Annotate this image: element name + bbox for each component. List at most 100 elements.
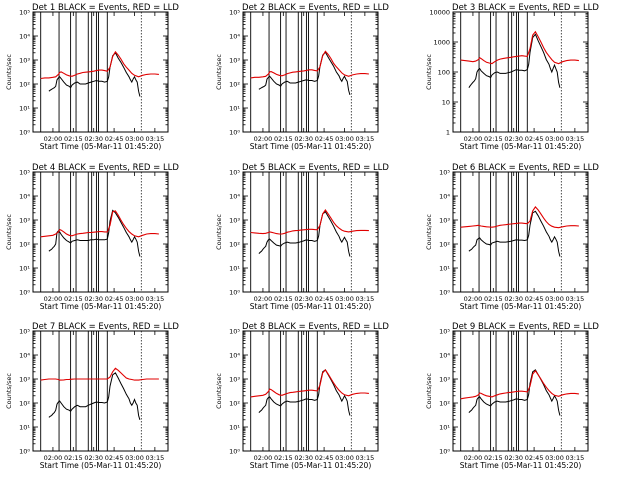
panel-title: Det 1 BLACK = Events, RED = LLD xyxy=(32,3,179,13)
x-tick-label: 02:15 xyxy=(274,454,293,462)
x-tick-label: 02:45 xyxy=(525,295,544,303)
detector-panel: 02:00 02:15 02:30 02:45 03:00 03:15 10⁰ 10¹ 10² 1… xyxy=(215,3,389,151)
events-series-line xyxy=(48,209,141,257)
events-series-line xyxy=(48,372,141,420)
y-tick-label: 10⁵ xyxy=(229,9,240,17)
plot-frame xyxy=(242,171,379,293)
x-tick-label: 02:45 xyxy=(105,454,124,462)
y-tick-label: 10² xyxy=(229,81,240,89)
x-tick-label: 03:00 xyxy=(125,454,144,462)
x-tick-label: 02:00 xyxy=(464,135,483,143)
x-tick-label: 03:15 xyxy=(355,295,374,303)
x-tick-label: 03:00 xyxy=(545,135,564,143)
x-tick-label: 02:15 xyxy=(64,295,83,303)
x-tick-label: 02:00 xyxy=(254,295,273,303)
x-axis-label: Start Time (05-Mar-11 01:45:20) xyxy=(40,142,162,151)
y-tick-label: 10³ xyxy=(19,376,30,384)
x-tick-label: 02:15 xyxy=(274,135,293,143)
detector-panel: 02:00 02:15 02:30 02:45 03:00 03:15 1 10 100 1000… xyxy=(425,3,599,151)
x-axis-label: Start Time (05-Mar-11 01:45:20) xyxy=(40,461,162,470)
y-tick-label: 10⁴ xyxy=(19,193,30,201)
y-tick-label: 10⁵ xyxy=(229,169,240,177)
x-tick-label: 02:45 xyxy=(315,454,334,462)
y-tick-label: 10⁴ xyxy=(229,193,240,201)
plot-frame xyxy=(32,11,169,133)
x-tick-label: 02:30 xyxy=(294,295,313,303)
panel-title: Det 5 BLACK = Events, RED = LLD xyxy=(242,163,389,173)
x-tick-label: 03:15 xyxy=(565,454,584,462)
y-tick-label: 10² xyxy=(439,400,450,408)
x-tick-label: 02:30 xyxy=(84,454,103,462)
detector-panel: 02:00 02:15 02:30 02:45 03:00 03:15 10⁰ 10¹ 10² 1… xyxy=(5,163,179,311)
events-series-line xyxy=(468,33,561,88)
lld-series-line xyxy=(250,369,369,398)
x-tick-label: 02:30 xyxy=(294,454,313,462)
plot-frame xyxy=(32,171,169,293)
x-tick-label: 03:15 xyxy=(355,454,374,462)
y-tick-label: 10¹ xyxy=(229,105,240,113)
y-tick-label: 10¹ xyxy=(229,424,240,432)
x-tick-label: 02:30 xyxy=(84,135,103,143)
y-tick-label: 10² xyxy=(229,400,240,408)
x-tick-label: 02:45 xyxy=(315,295,334,303)
panel-title: Det 4 BLACK = Events, RED = LLD xyxy=(32,163,179,173)
events-series-line xyxy=(468,369,561,416)
y-tick-label: 1000 xyxy=(433,39,450,47)
lld-series-line xyxy=(40,50,159,80)
y-tick-label: 10 xyxy=(442,99,450,107)
x-tick-label: 03:15 xyxy=(145,135,164,143)
lld-series-line xyxy=(460,369,579,400)
y-tick-label: 10⁴ xyxy=(19,352,30,360)
x-tick-label: 02:00 xyxy=(254,135,273,143)
y-tick-label: 10¹ xyxy=(229,265,240,273)
y-axis-label: Counts/sec xyxy=(215,214,223,250)
x-tick-label: 02:00 xyxy=(254,454,273,462)
y-tick-label: 10³ xyxy=(439,217,450,225)
y-tick-label: 10⁵ xyxy=(229,328,240,336)
x-tick-label: 02:45 xyxy=(105,135,124,143)
panel-title: Det 8 BLACK = Events, RED = LLD xyxy=(242,322,389,332)
panel-title: Det 9 BLACK = Events, RED = LLD xyxy=(452,322,599,332)
x-tick-label: 02:00 xyxy=(464,454,483,462)
lld-series-line xyxy=(40,367,159,381)
x-tick-label: 02:45 xyxy=(525,135,544,143)
y-tick-label: 10⁰ xyxy=(439,448,450,456)
y-tick-label: 10⁵ xyxy=(19,9,30,17)
events-series-line xyxy=(258,369,351,416)
y-tick-label: 10⁰ xyxy=(229,448,240,456)
y-tick-label: 10³ xyxy=(439,376,450,384)
y-tick-label: 10¹ xyxy=(439,265,450,273)
x-tick-label: 02:30 xyxy=(504,135,523,143)
detector-panel: 02:00 02:15 02:30 02:45 03:00 03:15 10⁰ 10¹ 10² 1… xyxy=(215,163,389,311)
y-tick-label: 10⁴ xyxy=(229,33,240,41)
lld-series-line xyxy=(40,210,159,238)
y-tick-label: 10⁰ xyxy=(229,129,240,137)
x-tick-label: 02:00 xyxy=(44,135,63,143)
plot-frame xyxy=(452,330,589,452)
x-tick-label: 02:00 xyxy=(464,295,483,303)
x-axis-label: Start Time (05-Mar-11 01:45:20) xyxy=(460,461,582,470)
y-axis-label: Counts/sec xyxy=(425,214,433,250)
events-series-line xyxy=(468,210,561,257)
y-tick-label: 10⁴ xyxy=(229,352,240,360)
plot-frame xyxy=(242,330,379,452)
x-tick-label: 02:15 xyxy=(64,135,83,143)
lld-series-line xyxy=(460,206,579,229)
x-tick-label: 03:00 xyxy=(125,295,144,303)
x-tick-label: 02:15 xyxy=(484,454,503,462)
y-tick-label: 10⁰ xyxy=(229,289,240,297)
y-tick-label: 10⁵ xyxy=(19,328,30,336)
x-tick-label: 03:00 xyxy=(335,295,354,303)
plot-frame xyxy=(32,330,169,452)
x-tick-label: 02:15 xyxy=(484,135,503,143)
y-axis-label: Counts/sec xyxy=(215,54,223,90)
detector-panel: 02:00 02:15 02:30 02:45 03:00 03:15 10⁰ 10¹ 10² 1… xyxy=(215,322,389,470)
x-tick-label: 03:00 xyxy=(545,295,564,303)
y-axis-label: Counts/sec xyxy=(215,373,223,409)
y-tick-label: 10⁴ xyxy=(19,33,30,41)
x-tick-label: 02:30 xyxy=(504,454,523,462)
x-tick-label: 02:45 xyxy=(105,295,124,303)
x-axis-label: Start Time (05-Mar-11 01:45:20) xyxy=(460,142,582,151)
x-tick-label: 03:00 xyxy=(545,454,564,462)
y-axis-label: Counts/sec xyxy=(5,373,13,409)
